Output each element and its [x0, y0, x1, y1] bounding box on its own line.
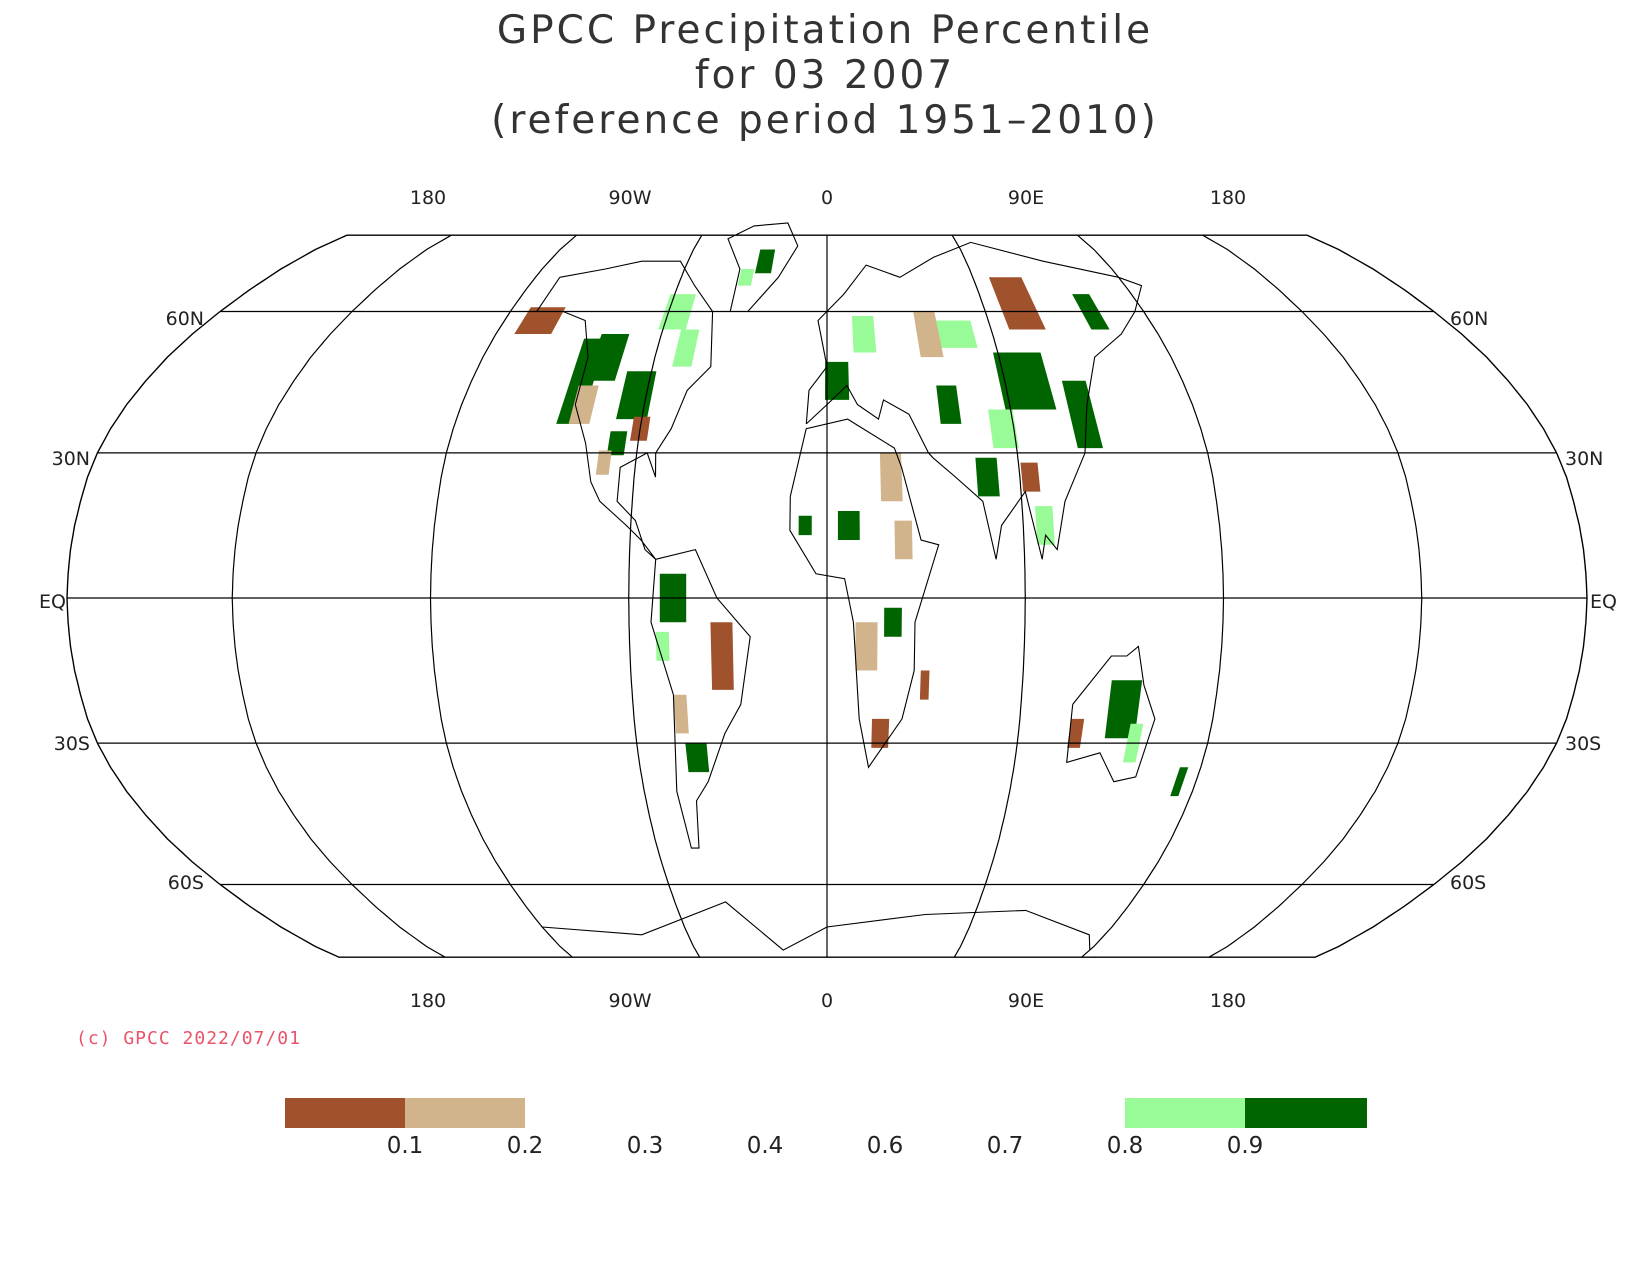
- meridian-line: [951, 234, 1026, 958]
- coastline: [542, 901, 1091, 951]
- precip-patch-very-dry: [1020, 462, 1041, 492]
- precip-patch-dry: [913, 311, 944, 358]
- lat-label-left-60s: 60S: [168, 872, 204, 894]
- legend-swatch-very-wet: [1245, 1098, 1367, 1128]
- precip-patch-very-wet: [1061, 380, 1103, 449]
- coastline: [805, 241, 1143, 560]
- precip-patch-dry: [568, 385, 599, 424]
- precip-patch-very-wet: [798, 515, 812, 536]
- title-line-3: (reference period 1951–2010): [491, 98, 1159, 143]
- coastline: [727, 222, 799, 313]
- precip-patch-dry: [879, 452, 903, 502]
- precip-patch-very-wet: [616, 371, 657, 420]
- coastline: [650, 548, 751, 849]
- precip-patch-very-dry: [514, 307, 566, 334]
- copyright-note: (c) GPCC 2022/07/01: [76, 1028, 301, 1049]
- legend-tick: 0.9: [1226, 1133, 1264, 1159]
- precip-patch-very-wet: [884, 607, 902, 637]
- precip-patch-very-dry: [710, 622, 734, 690]
- lat-label-right-eq: EQ: [1590, 591, 1617, 613]
- precip-patch-dry: [855, 622, 878, 671]
- lat-label-left-30s: 30S: [54, 733, 90, 755]
- title-line-2: for 03 2007: [694, 53, 956, 98]
- precip-patch-wet: [988, 409, 1019, 449]
- precip-patch-very-wet: [825, 361, 850, 400]
- lat-label-right-60s: 60S: [1450, 872, 1486, 894]
- lon-label-bottom-180w: 180: [410, 990, 446, 1012]
- precip-patch-very-wet: [936, 385, 962, 424]
- precip-patch-very-wet: [606, 431, 628, 456]
- map-outline: [66, 234, 1588, 958]
- lat-label-right-30n: 30N: [1565, 448, 1603, 470]
- lon-label-bottom-0: 0: [821, 990, 833, 1012]
- meridian-line: [429, 234, 577, 958]
- lon-label-bottom-90e: 90E: [1008, 990, 1044, 1012]
- legend-tick: 0.4: [746, 1133, 784, 1159]
- lat-label-right-30s: 30S: [1565, 733, 1601, 755]
- legend-tick: 0.3: [626, 1133, 664, 1159]
- title-line-1: GPCC Precipitation Percentile: [496, 8, 1154, 53]
- precip-patch-wet: [655, 631, 670, 661]
- meridian-line: [1077, 234, 1225, 958]
- precip-patch-very-wet: [755, 249, 776, 274]
- meridian-line: [628, 234, 703, 958]
- precip-patch-dry: [673, 694, 689, 734]
- lat-label-left-60n: 60N: [166, 308, 204, 330]
- lon-label-top-90e: 90E: [1008, 187, 1044, 209]
- precip-patch-very-dry: [871, 718, 890, 748]
- legend-swatch-wet: [1125, 1098, 1245, 1128]
- lat-label-left-eq: EQ: [39, 591, 66, 613]
- coastline: [535, 260, 714, 560]
- legend-tick: 0.7: [986, 1133, 1024, 1159]
- lon-label-bottom-180e: 180: [1210, 990, 1246, 1012]
- coastline: [1066, 645, 1156, 783]
- lon-label-top-180e: 180: [1210, 187, 1246, 209]
- precip-patch-very-wet: [993, 352, 1057, 410]
- precip-patch-very-wet: [685, 743, 710, 773]
- legend-tick: 0.8: [1106, 1133, 1144, 1159]
- lat-label-left-30n: 30N: [52, 448, 90, 470]
- meridian-line: [1202, 234, 1423, 958]
- precip-patch-very-dry: [988, 277, 1046, 330]
- precip-patch-wet: [934, 320, 978, 348]
- precip-patch-wet: [851, 316, 877, 353]
- meridian-line: [231, 234, 452, 958]
- precip-patch-dry: [894, 520, 913, 560]
- precip-patch-very-wet: [837, 511, 860, 540]
- precip-patch-wet: [1035, 506, 1055, 545]
- precip-patch-very-wet: [975, 457, 1000, 497]
- legend-tick: 0.6: [866, 1133, 904, 1159]
- precip-patch-very-dry: [919, 670, 930, 700]
- map-title: GPCC Precipitation Percentile for 03 200…: [0, 8, 1650, 143]
- precip-patch-very-wet: [1170, 767, 1189, 797]
- precip-patch-wet: [672, 329, 700, 367]
- lon-label-top-180w: 180: [410, 187, 446, 209]
- precip-patch-dry: [595, 450, 612, 475]
- precip-patch-very-dry: [1067, 718, 1085, 748]
- lon-label-top-90w: 90W: [609, 187, 652, 209]
- coastline: [789, 418, 940, 769]
- precip-patch-wet: [737, 269, 755, 286]
- legend-tick: 0.2: [506, 1133, 544, 1159]
- lon-label-top-0: 0: [821, 187, 833, 209]
- legend-swatch-dry: [405, 1098, 525, 1128]
- precip-patch-very-wet: [585, 334, 630, 381]
- lon-label-bottom-90w: 90W: [609, 990, 652, 1012]
- lat-label-right-60n: 60N: [1450, 308, 1488, 330]
- legend-tick: 0.1: [386, 1133, 424, 1159]
- legend-swatch-very-dry: [285, 1098, 405, 1128]
